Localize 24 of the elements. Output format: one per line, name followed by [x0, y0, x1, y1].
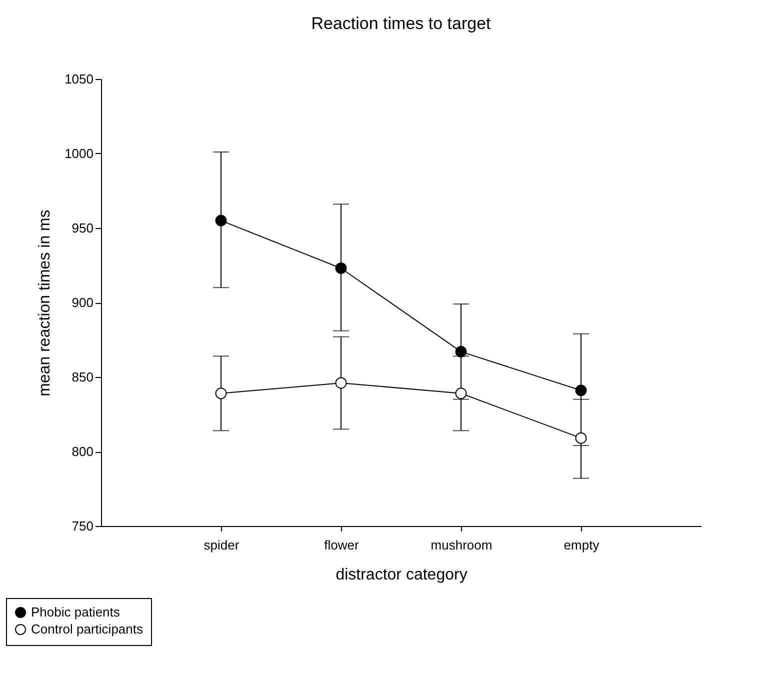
y-tick-label: 800 [72, 444, 94, 459]
x-tick-label: empty [564, 538, 600, 552]
y-tick-label: 950 [72, 220, 94, 236]
point [215, 214, 227, 226]
x-tick-label: mushroom [430, 538, 492, 552]
point [575, 384, 587, 396]
point [215, 388, 227, 400]
y-tick-label: 750 [72, 518, 94, 534]
y-tick-label: 1050 [64, 72, 94, 86]
x-axis-title: distractor category [336, 566, 468, 584]
point [455, 346, 467, 358]
legend-label: Phobic patients [31, 604, 120, 620]
y-tick-label: 1000 [64, 146, 94, 161]
x-tick-label: spider [204, 538, 240, 552]
point [575, 432, 587, 444]
chart-title: Reaction times to target [311, 14, 492, 33]
y-axis-title: mean reaction times in ms [36, 210, 54, 396]
y-tick-label: 850 [72, 370, 94, 384]
y-tick-label: 900 [72, 295, 94, 310]
x-tick-label: flower [324, 538, 360, 552]
legend-label: Control participants [31, 622, 144, 636]
point [335, 377, 347, 389]
point [335, 262, 347, 274]
point [455, 388, 467, 400]
